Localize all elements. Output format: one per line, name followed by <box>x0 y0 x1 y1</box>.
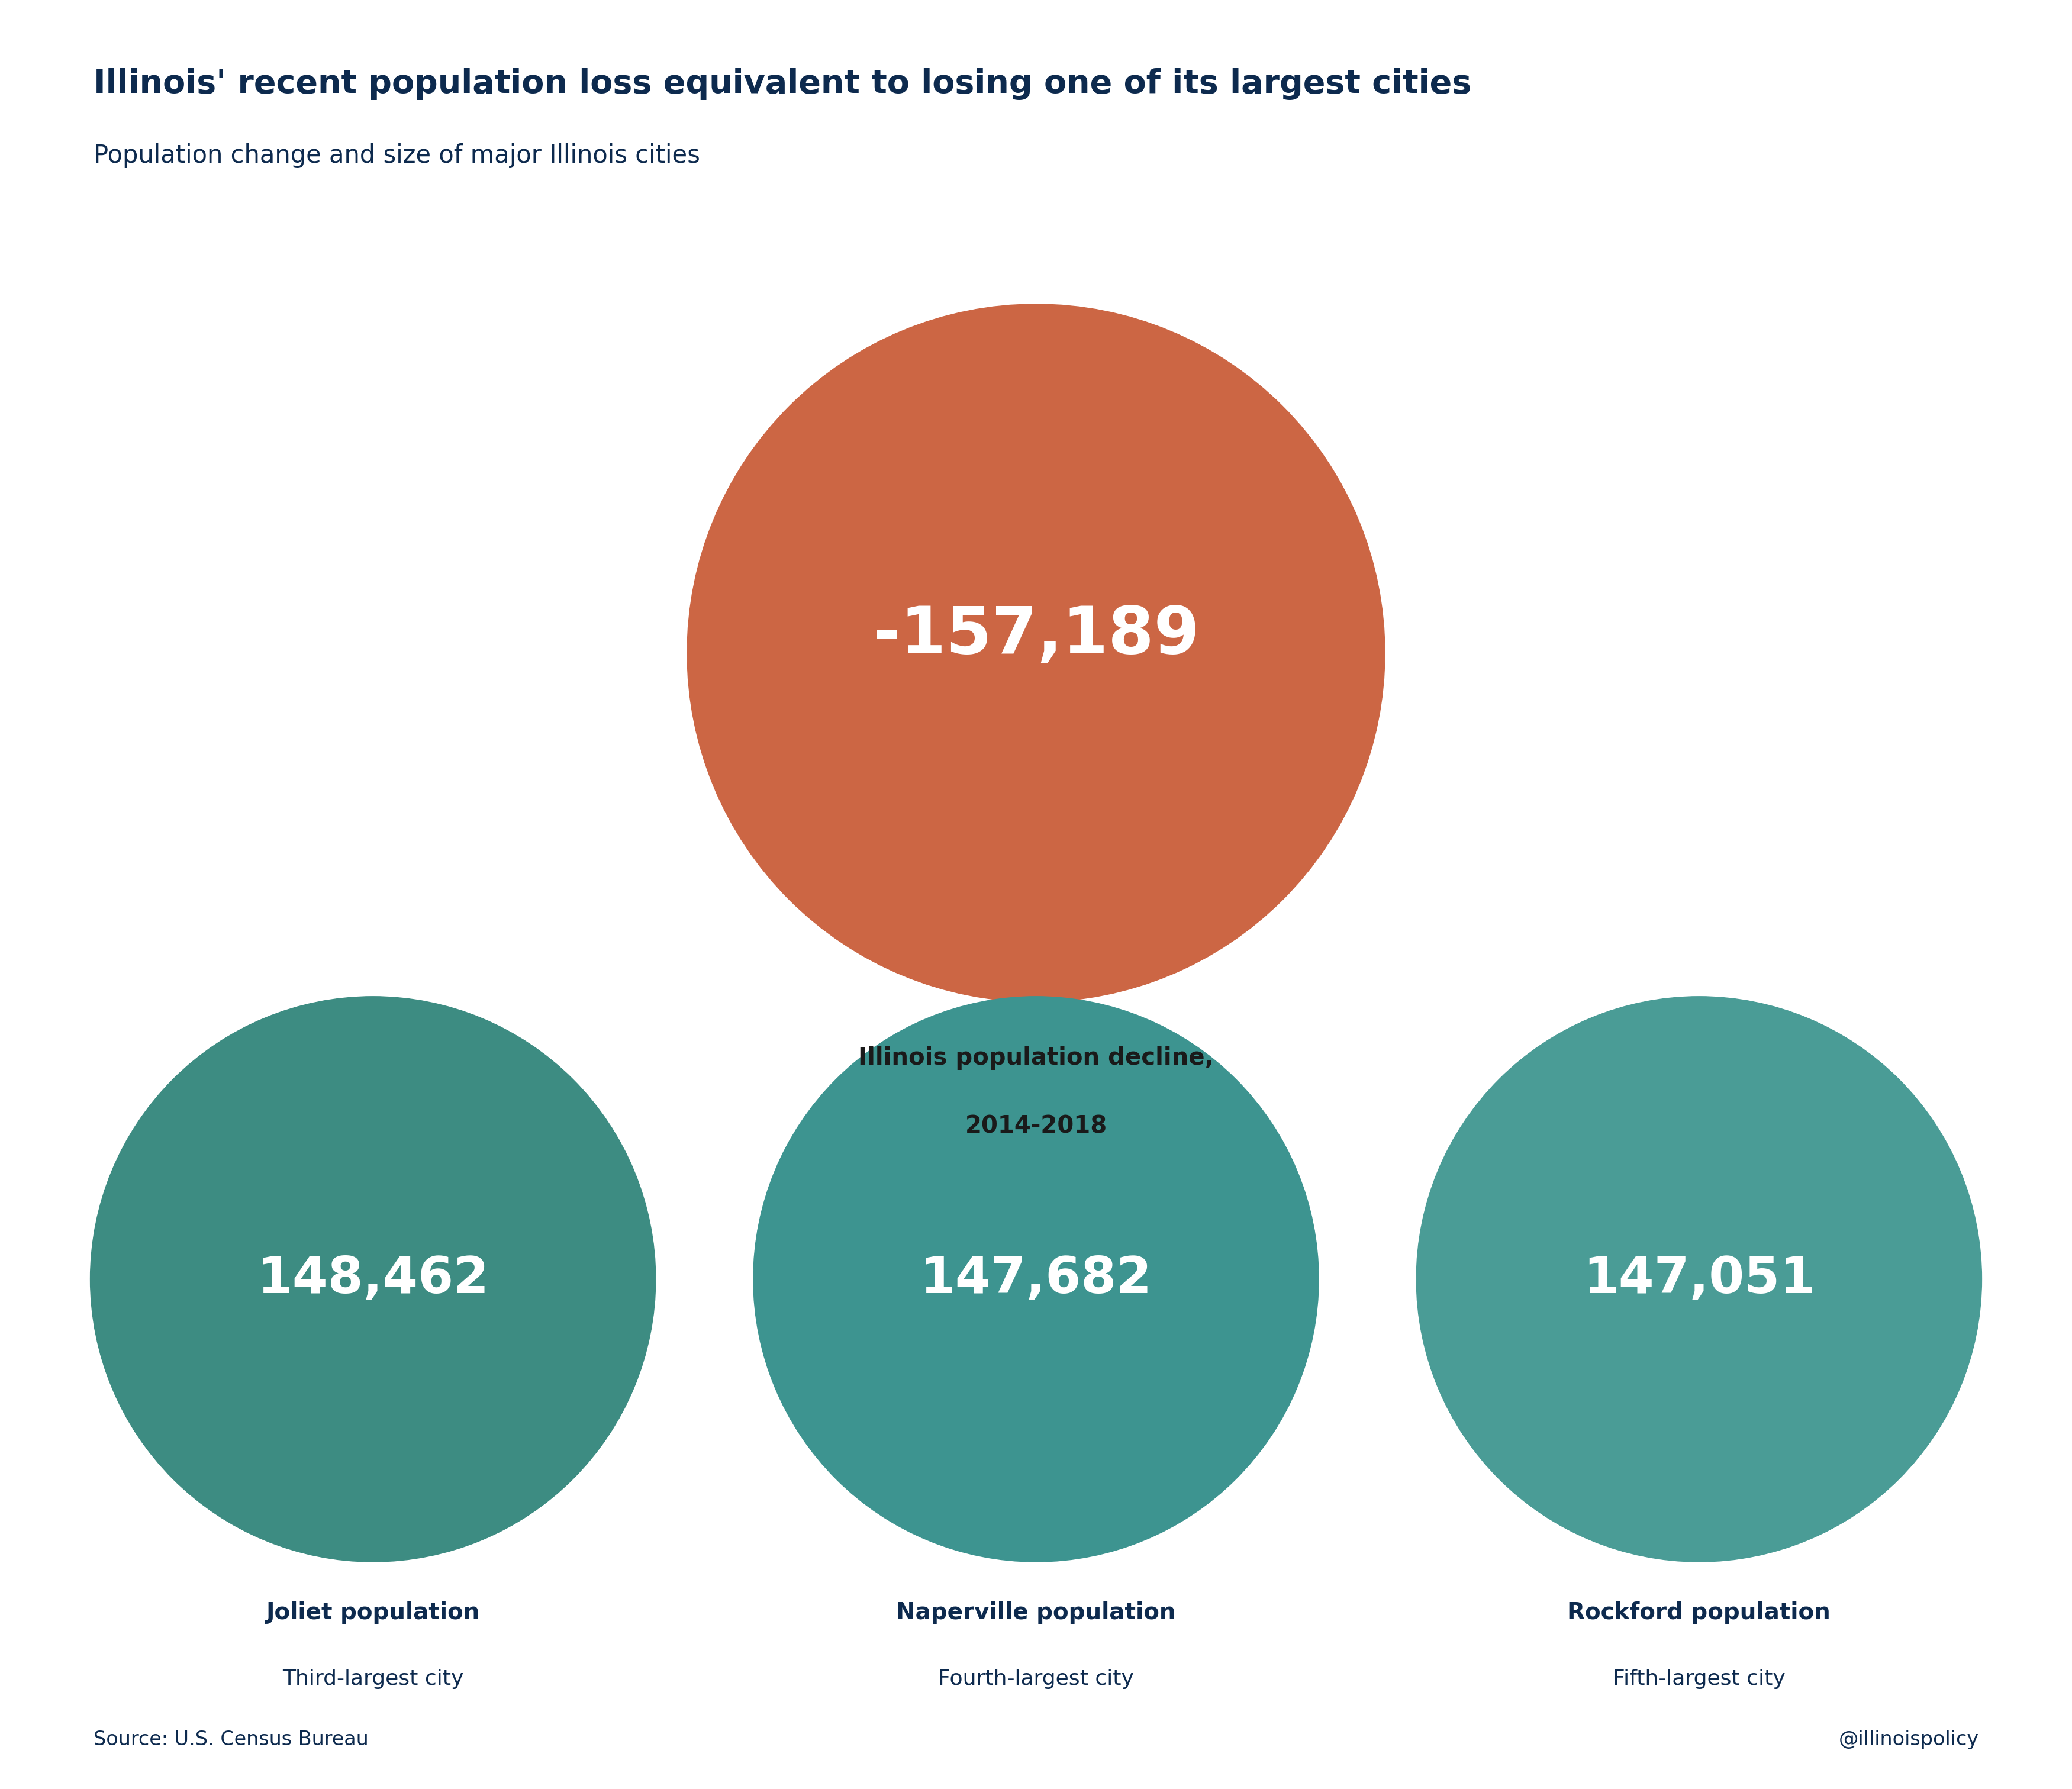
Text: Illinois' recent population loss equivalent to losing one of its largest cities: Illinois' recent population loss equival… <box>93 68 1471 100</box>
Text: Joliet population: Joliet population <box>265 1601 481 1624</box>
Text: Population change and size of major Illinois cities: Population change and size of major Illi… <box>93 143 700 168</box>
Text: 147,051: 147,051 <box>1583 1254 1815 1304</box>
Text: 148,462: 148,462 <box>257 1254 489 1304</box>
Ellipse shape <box>1417 996 1981 1562</box>
Text: Fourth-largest city: Fourth-largest city <box>939 1669 1133 1689</box>
Text: Illinois population decline,: Illinois population decline, <box>858 1047 1214 1070</box>
Text: @illinoispolicy: @illinoispolicy <box>1838 1730 1979 1750</box>
Text: 147,682: 147,682 <box>920 1254 1152 1304</box>
Ellipse shape <box>688 304 1384 1002</box>
Ellipse shape <box>754 996 1318 1562</box>
Text: 2014-2018: 2014-2018 <box>966 1115 1106 1138</box>
Text: Fifth-largest city: Fifth-largest city <box>1612 1669 1786 1689</box>
Text: Source: U.S. Census Bureau: Source: U.S. Census Bureau <box>93 1730 369 1750</box>
Text: Naperville population: Naperville population <box>897 1601 1175 1624</box>
Ellipse shape <box>91 996 655 1562</box>
Text: Rockford population: Rockford population <box>1566 1601 1832 1624</box>
Text: Third-largest city: Third-largest city <box>282 1669 464 1689</box>
Text: -157,189: -157,189 <box>872 603 1200 667</box>
